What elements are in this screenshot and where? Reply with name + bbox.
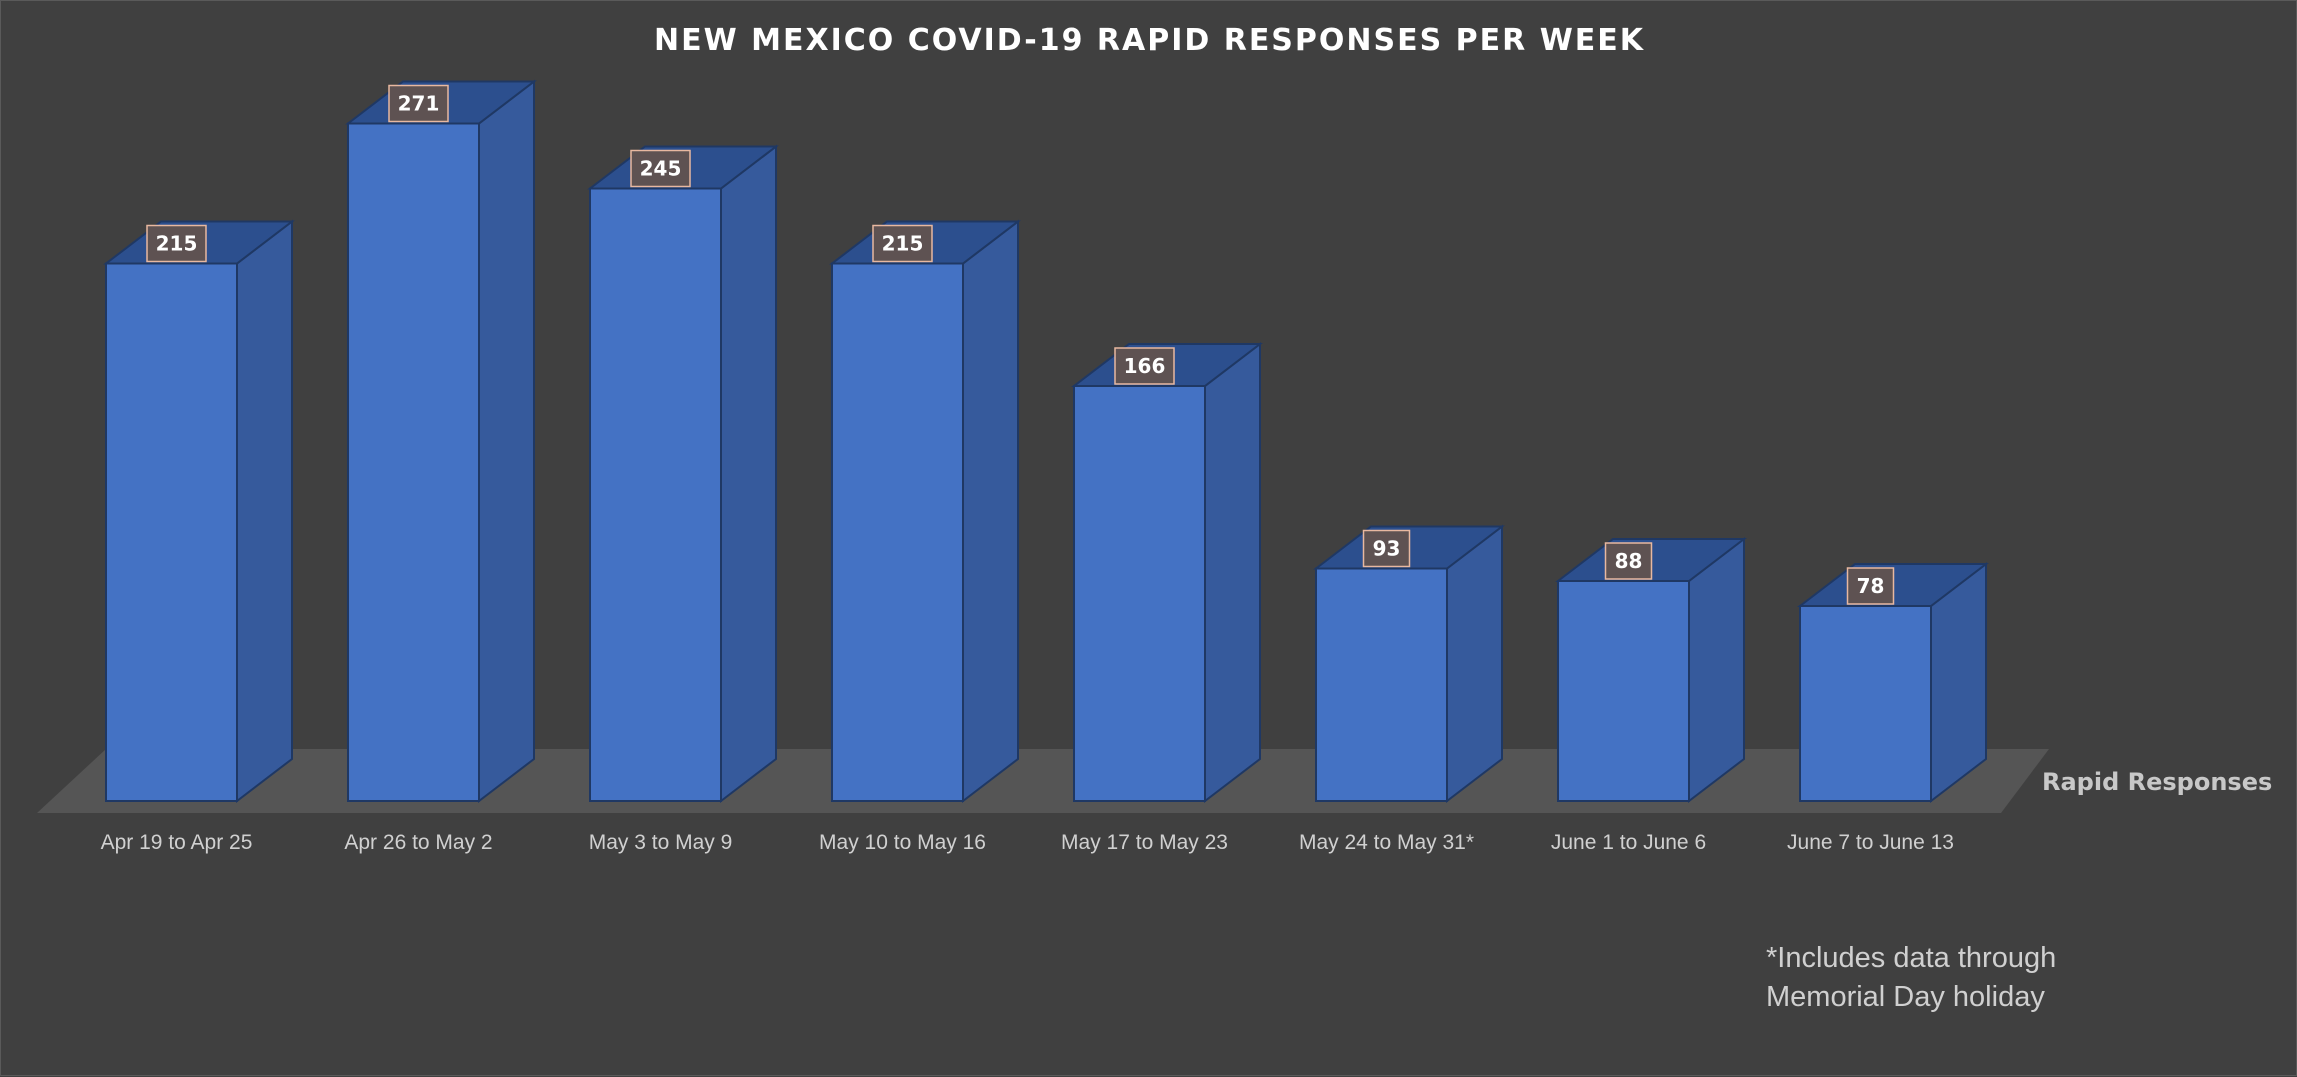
data-label-box (1362, 529, 1411, 568)
data-label: 78 (1846, 567, 1895, 605)
data-label-text: 271 (398, 92, 440, 116)
bar-side (1446, 524, 1503, 804)
bar-front (1073, 385, 1206, 802)
data-label-text: 78 (1857, 574, 1885, 598)
bar-front (347, 122, 480, 802)
data-label-text: 93 (1373, 537, 1401, 561)
bar-side (1688, 536, 1745, 804)
bar (829, 219, 1021, 804)
data-label-box (630, 149, 691, 188)
x-tick-label: June 7 to June 13 (1787, 831, 1954, 854)
bar-front (1557, 580, 1690, 802)
bar (345, 79, 537, 804)
data-label-box (388, 84, 449, 123)
data-label-text: 88 (1615, 549, 1643, 573)
x-tick-label: May 17 to May 23 (1061, 831, 1228, 854)
bar (587, 144, 779, 804)
bar-side (720, 144, 777, 804)
footnote: *Includes data through Memorial Day holi… (1766, 939, 2056, 1017)
data-label-text: 166 (1124, 354, 1166, 378)
data-label: 93 (1362, 529, 1411, 568)
data-label-text: 215 (156, 232, 198, 256)
bar (1313, 524, 1505, 804)
bar (1071, 341, 1263, 804)
bar-side (478, 79, 535, 804)
data-label: 245 (630, 149, 691, 188)
x-tick-label: May 3 to May 9 (589, 831, 733, 854)
x-tick-label: Apr 19 to Apr 25 (101, 831, 253, 854)
data-label: 271 (388, 84, 449, 123)
data-label-box (1114, 347, 1175, 385)
data-label-box (872, 224, 933, 263)
bar-side (1204, 341, 1261, 804)
bar-front (1315, 567, 1448, 802)
x-tick-label: June 1 to June 6 (1551, 831, 1706, 854)
bar-side (236, 219, 293, 804)
bar-front (1799, 605, 1932, 802)
series-label: Rapid Responses (2042, 768, 2272, 796)
footnote-line-1: *Includes data through (1766, 942, 2057, 974)
data-label: 215 (146, 224, 207, 263)
bar-front (105, 262, 238, 802)
data-label-box (1846, 567, 1895, 605)
bar-side (962, 219, 1019, 804)
bar (1797, 561, 1989, 804)
data-label-box (146, 224, 207, 263)
chart-floor (37, 749, 2049, 813)
data-label: 166 (1114, 347, 1175, 385)
chart-title: NEW MEXICO COVID-19 RAPID RESPONSES PER … (653, 23, 1646, 58)
data-label-box (1604, 542, 1653, 580)
data-label: 215 (872, 224, 933, 263)
x-tick-label: May 10 to May 16 (819, 831, 986, 854)
footnote-line-2: Memorial Day holiday (1766, 981, 2045, 1013)
bar-front (831, 262, 964, 802)
x-tick-label: May 24 to May 31* (1299, 831, 1474, 854)
bar (103, 219, 295, 804)
x-tick-label: Apr 26 to May 2 (344, 831, 492, 854)
data-label-text: 215 (882, 232, 924, 256)
bar-front (589, 187, 722, 802)
data-label: 88 (1604, 542, 1653, 580)
data-label-text: 245 (640, 157, 682, 181)
